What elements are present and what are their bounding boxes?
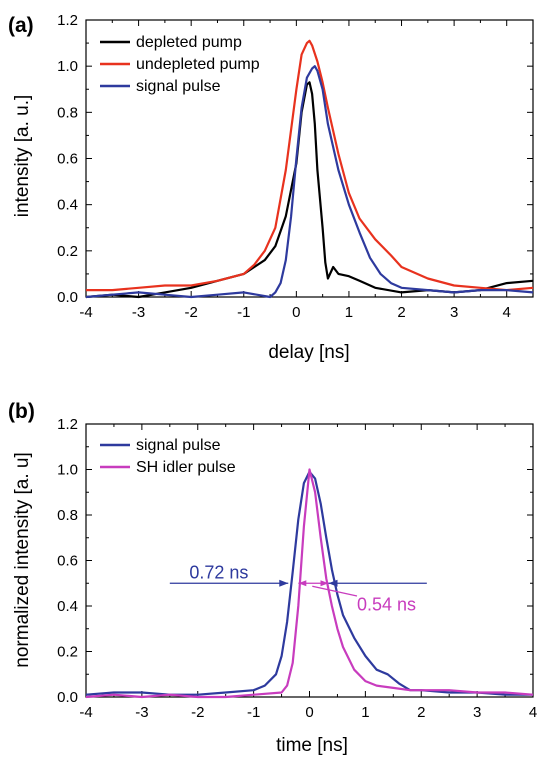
fwhm-signal-left-arrow	[279, 579, 289, 587]
fwhm-idler-right-arrow	[320, 580, 329, 587]
legend-label-1: SH idler pulse	[136, 459, 236, 476]
x-tick-label: 3	[450, 304, 458, 321]
x-tick-label: 0	[305, 704, 313, 721]
panel-b-tag: (b)	[8, 400, 35, 423]
panel-b-annotations: 0.72 ns 0.54 ns	[169, 562, 427, 615]
panel-a: (a) -4 -3 -2 -1 0 1 2 3 4 0.0 0.2 0.4 0.6 0.8 1.0 1.2 d…	[8, 12, 534, 363]
fwhm-idler-label: 0.54 ns	[357, 595, 416, 615]
panel-b-ylabel: normalized intensity [a. u]	[12, 452, 33, 667]
panel-a-xlabel: delay [ns]	[268, 342, 349, 363]
fwhm-idler-leader	[312, 585, 358, 597]
series-line-0	[85, 81, 534, 299]
x-tick-label: 0	[292, 304, 300, 321]
legend-label-0: depleted pump	[136, 34, 242, 51]
panel-a-lines	[85, 39, 534, 299]
y-tick-label: 0.8	[57, 507, 78, 524]
series-line-1	[86, 39, 534, 292]
y-tick-label: 0.0	[57, 289, 78, 306]
x-tick-label: 3	[473, 704, 481, 721]
y-tick-label: 1.2	[57, 12, 78, 29]
x-tick-label: 1	[345, 304, 353, 321]
y-tick-label: 1.0	[57, 462, 78, 479]
panel-b-legend: signal pulse SH idler pulse	[100, 437, 236, 476]
legend-label-1: undepleted pump	[136, 56, 260, 73]
y-tick-label: 0.2	[57, 243, 78, 260]
x-tick-label: 2	[397, 304, 405, 321]
y-tick-label: 1.2	[57, 416, 78, 433]
panel-b: (b) -4 -3 -2 -1 0 1 2 3 4 0.0 0.2 0.4 0.6 0.8 1.0 1.2 0…	[8, 400, 537, 756]
panel-b-xlabel: time [ns]	[276, 735, 348, 756]
x-tick-label: -3	[135, 704, 148, 721]
x-tick-label: -2	[185, 304, 198, 321]
series-line-2	[85, 65, 534, 299]
x-tick-label: -1	[247, 704, 260, 721]
x-tick-label: 4	[503, 304, 511, 321]
legend-label-0: signal pulse	[136, 437, 221, 454]
series-line-1	[85, 468, 534, 699]
panel-a-legend: depleted pump undepleted pump signal pulse	[100, 34, 260, 95]
y-tick-label: 0.2	[57, 644, 78, 661]
panel-a-ylabel: intensity [a. u.]	[12, 95, 33, 218]
x-tick-label: 2	[417, 704, 425, 721]
y-tick-label: 0.8	[57, 104, 78, 121]
y-tick-label: 0.0	[57, 689, 78, 706]
panel-a-tag: (a)	[8, 14, 34, 37]
legend-label-2: signal pulse	[136, 78, 221, 95]
x-tick-label: 1	[361, 704, 369, 721]
y-tick-label: 1.0	[57, 58, 78, 75]
fwhm-signal-label: 0.72 ns	[189, 562, 248, 582]
panel-a-axes: -4 -3 -2 -1 0 1 2 3 4 0.0 0.2 0.4 0.6 0.8 1.0 1.2	[57, 12, 534, 321]
x-tick-label: -1	[237, 304, 250, 321]
panel-b-axes: -4 -3 -2 -1 0 1 2 3 4 0.0 0.2 0.4 0.6 0.8 1.0 1.2	[57, 416, 537, 721]
x-tick-label: 4	[529, 704, 537, 721]
fwhm-signal-right-arrow	[328, 579, 338, 587]
panel-b-lines	[85, 468, 534, 699]
x-tick-label: -3	[132, 304, 145, 321]
y-tick-label: 0.6	[57, 553, 78, 570]
y-tick-label: 0.6	[57, 151, 78, 168]
y-tick-label: 0.4	[57, 197, 78, 214]
x-tick-label: -4	[79, 304, 92, 321]
y-tick-label: 0.4	[57, 598, 78, 615]
fwhm-idler-left-arrow	[298, 580, 307, 587]
x-tick-label: -4	[79, 704, 92, 721]
x-tick-label: -2	[191, 704, 204, 721]
